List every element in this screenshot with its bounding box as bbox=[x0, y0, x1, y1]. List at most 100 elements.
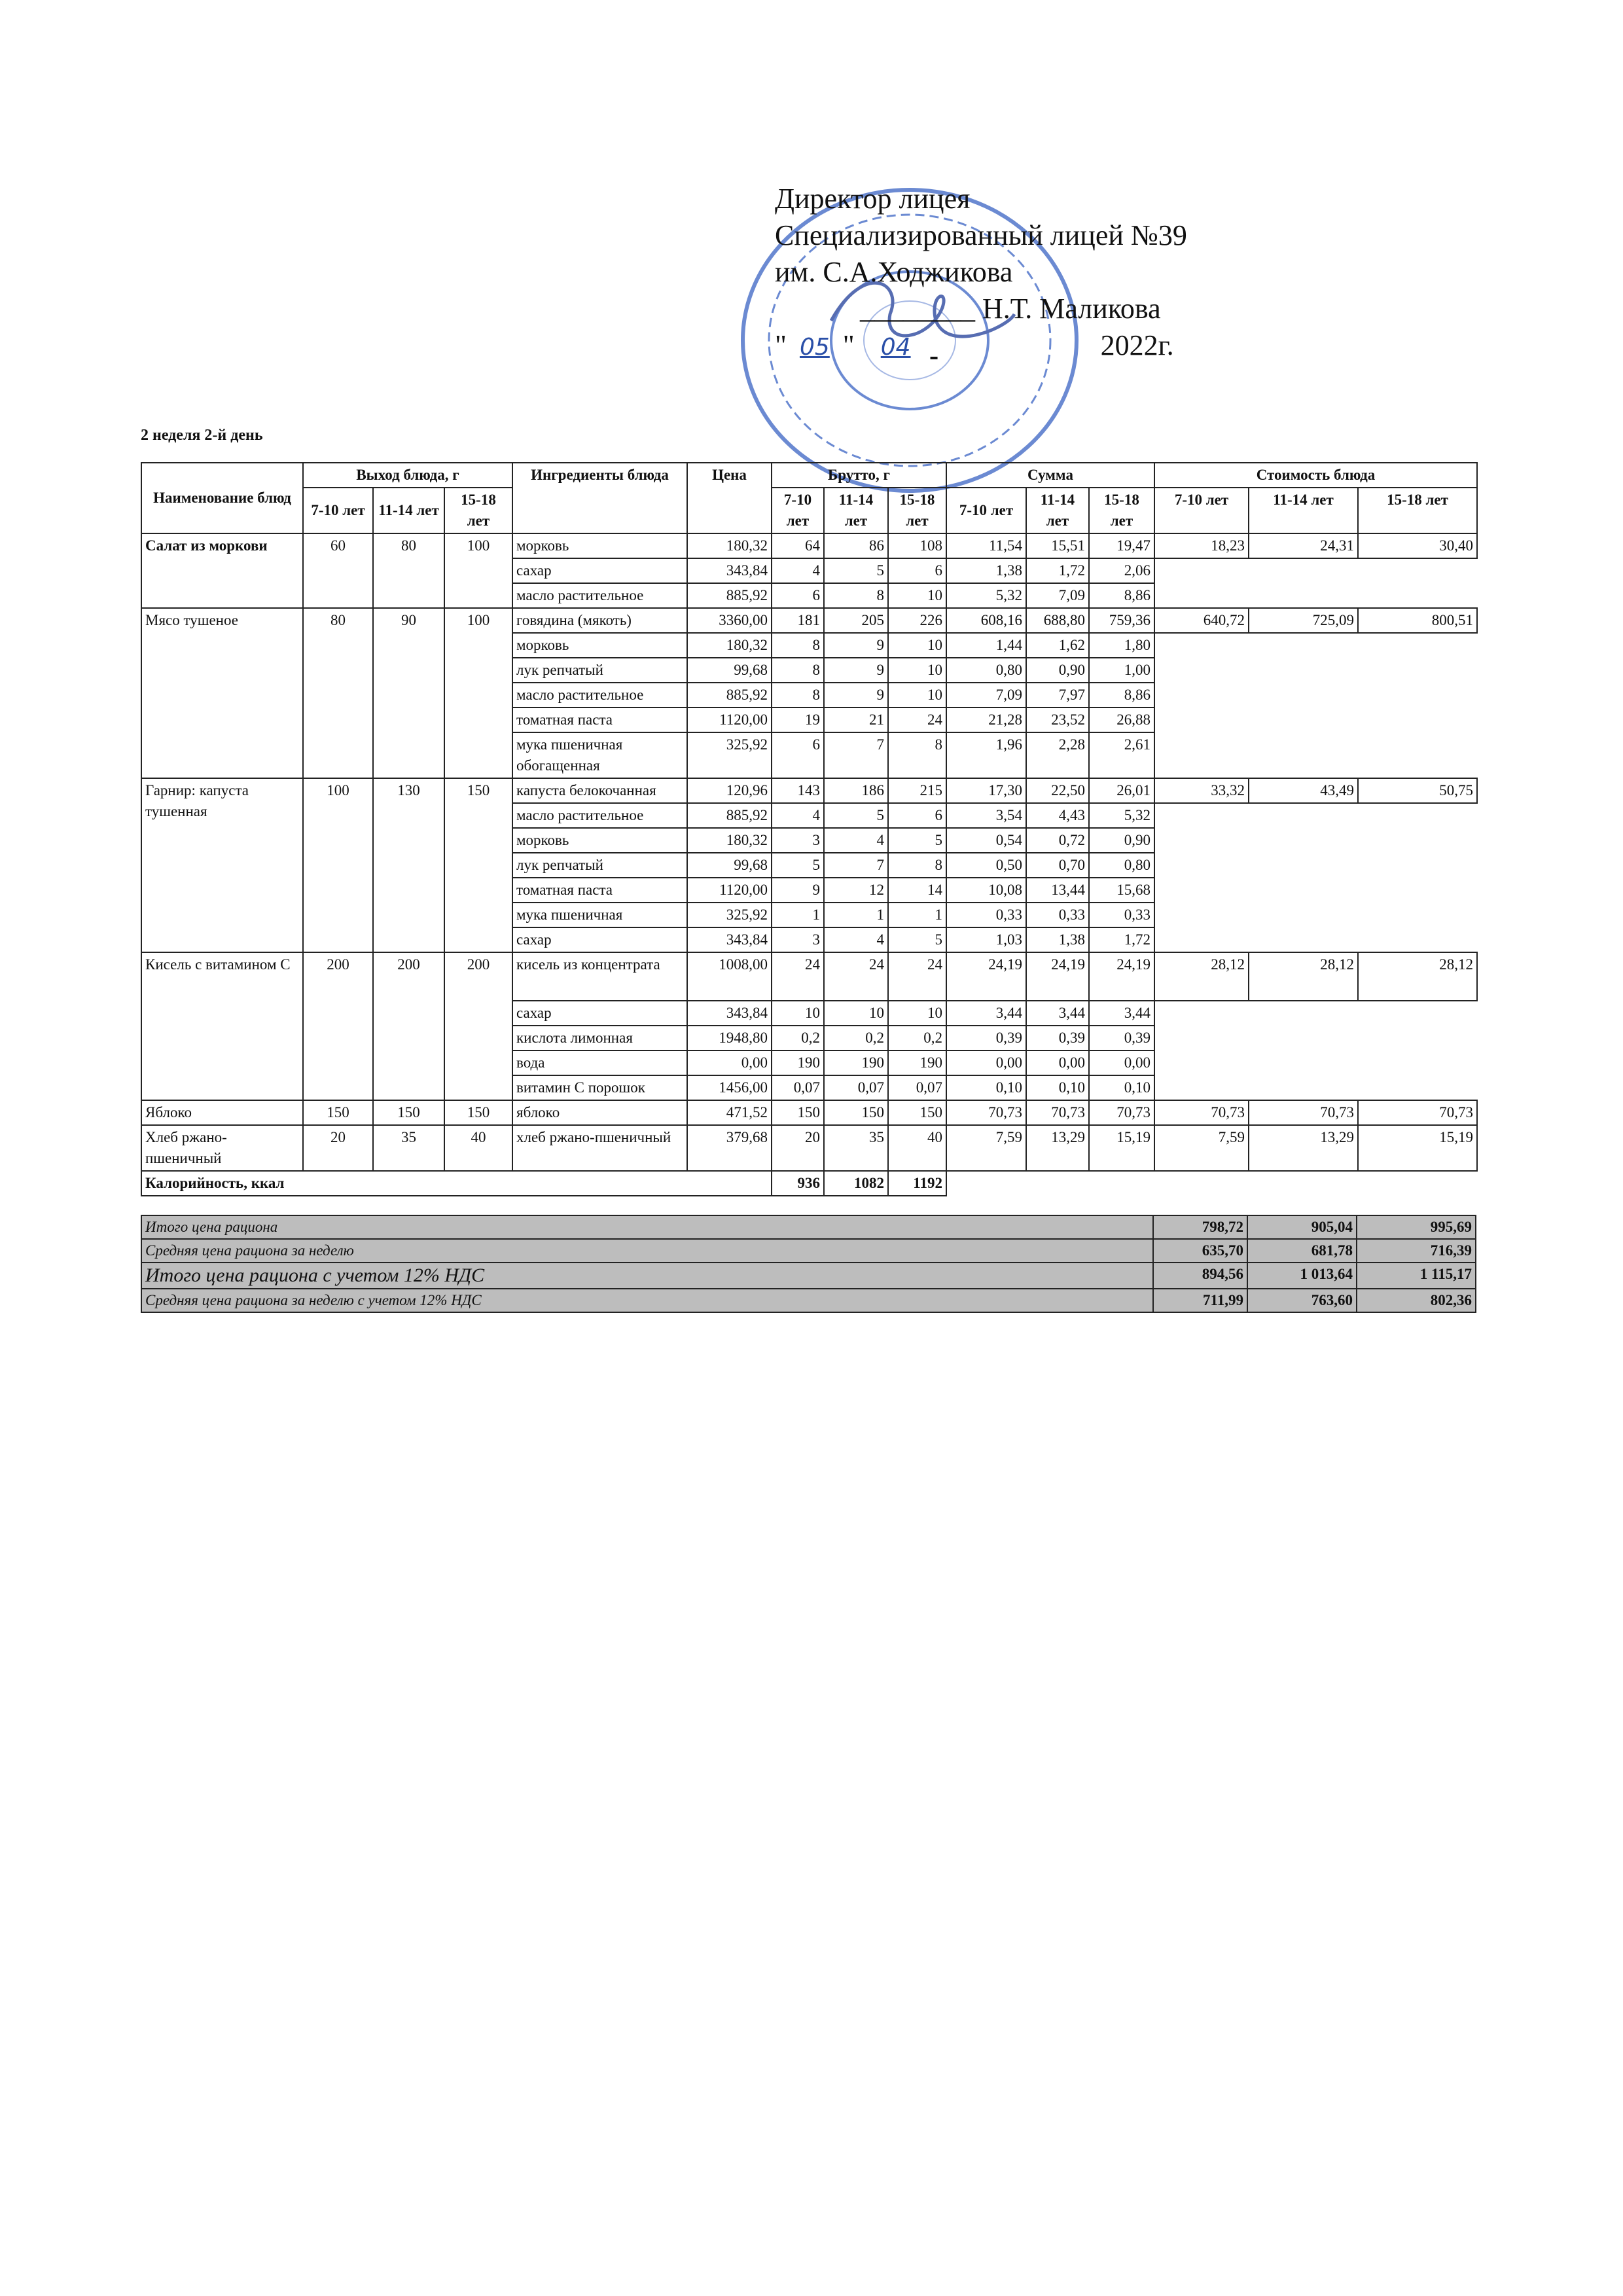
summary-value: 894,56 bbox=[1152, 1262, 1248, 1289]
dish-output: 130 bbox=[372, 778, 445, 953]
ingredient-brutto: 8 bbox=[823, 583, 889, 609]
empty-cell bbox=[1249, 927, 1358, 952]
ingredient-sum: 0,33 bbox=[1088, 902, 1155, 928]
ingredient-brutto: 7 bbox=[823, 852, 889, 878]
table-row: сахар 343,84 10 10 10 3,44 3,44 3,44 bbox=[141, 1000, 1477, 1026]
header-output: Выход блюда, г bbox=[302, 462, 513, 488]
ingredient-price: 343,84 bbox=[687, 1000, 772, 1026]
signer-name: Н.Т. Маликова bbox=[982, 293, 1161, 325]
calories-row: Калорийность, ккал 936 1082 1192 bbox=[141, 1170, 1477, 1196]
dish-cost: 70,73 bbox=[1248, 1100, 1359, 1126]
header-output-age: 11-14 лет bbox=[372, 487, 445, 534]
dish-cost: 70,73 bbox=[1357, 1100, 1478, 1126]
dish-name: Хлеб ржано-пшеничный bbox=[141, 1124, 304, 1172]
ingredient-name: лук репчатый bbox=[512, 852, 688, 878]
dish-output: 35 bbox=[372, 1124, 445, 1172]
dish-cost: 24,31 bbox=[1248, 533, 1359, 559]
ingredient-price: 885,92 bbox=[687, 802, 772, 829]
ingredient-sum: 1,80 bbox=[1088, 632, 1155, 658]
date-quote: " bbox=[842, 329, 855, 361]
ingredient-sum: 2,61 bbox=[1088, 732, 1155, 779]
ingredient-sum: 2,28 bbox=[1026, 732, 1090, 779]
empty-cell bbox=[1358, 878, 1477, 903]
approval-line-name: им. С.А.Ходжикова bbox=[775, 256, 1013, 288]
empty-cell bbox=[1249, 708, 1358, 732]
empty-cell bbox=[1358, 903, 1477, 927]
header-brutto-age: 15-18 лет bbox=[887, 487, 947, 534]
dish-output: 100 bbox=[444, 607, 513, 779]
header-sum: Сумма bbox=[946, 462, 1155, 488]
menu-table: Наименование блюд Выход блюда, г Ингреди… bbox=[141, 462, 1478, 1196]
approval-line-title: Директор лицея bbox=[775, 183, 971, 215]
dish-output: 200 bbox=[302, 952, 374, 1101]
ingredient-name: кисель из концентрата bbox=[512, 952, 688, 1001]
table-row: лук репчатый 99,68 8 9 10 0,80 0,90 1,00 bbox=[141, 657, 1477, 683]
ingredient-brutto: 186 bbox=[823, 778, 889, 804]
ingredient-sum: 0,90 bbox=[1088, 827, 1155, 853]
ingredient-name: сахар bbox=[512, 558, 688, 584]
summary-value: 716,39 bbox=[1356, 1238, 1476, 1263]
empty-cell bbox=[1358, 558, 1477, 583]
ingredient-brutto: 35 bbox=[823, 1124, 889, 1172]
ingredient-name: морковь bbox=[512, 632, 688, 658]
week-day-label: 2 неделя 2-й день bbox=[141, 427, 263, 444]
ingredient-brutto: 0,07 bbox=[823, 1075, 889, 1101]
summary-row: Итого цена рациона с учетом 12% НДС 894,5… bbox=[141, 1262, 1476, 1289]
ingredient-sum: 0,50 bbox=[946, 852, 1027, 878]
tables-container: Наименование блюд Выход блюда, г Ингреди… bbox=[141, 462, 1478, 1313]
summary-row: Итого цена рациона 798,72 905,04 995,69 bbox=[141, 1215, 1476, 1240]
ingredient-brutto: 8 bbox=[887, 852, 947, 878]
ingredient-sum: 5,32 bbox=[1088, 802, 1155, 829]
ingredient-sum: 26,88 bbox=[1088, 707, 1155, 733]
ingredient-name: витамин С порошок bbox=[512, 1075, 688, 1101]
approval-line-school: Специализированный лицей №39 bbox=[775, 219, 1187, 251]
calories-value: 1082 bbox=[823, 1170, 889, 1196]
empty-cell bbox=[1358, 1026, 1477, 1050]
ingredient-sum: 8,86 bbox=[1088, 583, 1155, 609]
ingredient-sum: 1,38 bbox=[946, 558, 1027, 584]
ingredient-brutto: 205 bbox=[823, 607, 889, 634]
ingredient-name: томатная паста bbox=[512, 877, 688, 903]
ingredient-sum: 0,33 bbox=[946, 902, 1027, 928]
header-brutto-age: 7-10 лет bbox=[771, 487, 825, 534]
summary-label: Средняя цена рациона за неделю с учетом … bbox=[141, 1288, 1154, 1313]
dish-cost: 800,51 bbox=[1357, 607, 1478, 634]
ingredient-price: 180,32 bbox=[687, 533, 772, 559]
empty-cell bbox=[1358, 732, 1477, 778]
ingredient-sum: 22,50 bbox=[1026, 778, 1090, 804]
header-cost: Стоимость блюда bbox=[1154, 462, 1478, 488]
summary-row: Средняя цена рациона за неделю 635,70 681,… bbox=[141, 1238, 1476, 1263]
ingredient-brutto: 143 bbox=[771, 778, 825, 804]
ingredient-brutto: 10 bbox=[887, 632, 947, 658]
summary-label: Итого цена рациона с учетом 12% НДС bbox=[141, 1262, 1154, 1289]
table-row: морковь 180,32 3 4 5 0,54 0,72 0,90 bbox=[141, 827, 1477, 853]
ingredient-name: вода bbox=[512, 1050, 688, 1076]
ingredient-sum: 1,38 bbox=[1026, 927, 1090, 953]
empty-cell bbox=[1154, 633, 1249, 658]
empty-cell bbox=[1154, 1001, 1249, 1026]
ingredient-price: 99,68 bbox=[687, 657, 772, 683]
dish-output: 150 bbox=[302, 1100, 374, 1126]
table-row: Яблоко 150 150 150 яблоко 471,52 150 150 150 70,7… bbox=[141, 1100, 1478, 1126]
header-output-age: 15-18 лет bbox=[444, 487, 513, 534]
header-sum-age: 15-18 лет bbox=[1088, 487, 1155, 534]
ingredient-brutto: 9 bbox=[823, 657, 889, 683]
ingredient-brutto: 5 bbox=[771, 852, 825, 878]
empty-cell bbox=[1154, 558, 1249, 583]
dish-output: 100 bbox=[444, 533, 513, 609]
signature bbox=[829, 281, 1016, 338]
empty-cell bbox=[946, 1171, 1026, 1196]
ingredient-price: 180,32 bbox=[687, 827, 772, 853]
summary-value: 905,04 bbox=[1247, 1215, 1357, 1240]
empty-cell bbox=[1154, 903, 1249, 927]
table-row: сахар 343,84 3 4 5 1,03 1,38 1,72 bbox=[141, 927, 1477, 953]
empty-cell bbox=[1249, 658, 1358, 683]
ingredient-name: лук репчатый bbox=[512, 657, 688, 683]
ingredient-sum: 7,09 bbox=[946, 682, 1027, 708]
empty-cell bbox=[1249, 878, 1358, 903]
ingredient-sum: 1,62 bbox=[1026, 632, 1090, 658]
ingredient-sum: 7,97 bbox=[1026, 682, 1090, 708]
empty-cell bbox=[1249, 1171, 1358, 1196]
ingredient-brutto: 4 bbox=[823, 827, 889, 853]
empty-cell bbox=[1026, 1171, 1089, 1196]
